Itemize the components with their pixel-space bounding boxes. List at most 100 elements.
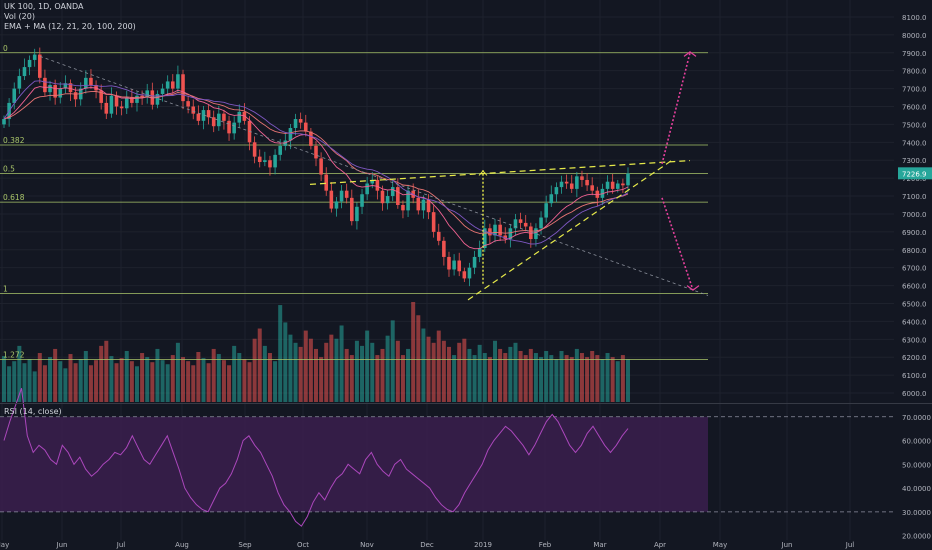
candle-body: [170, 81, 175, 89]
candle-body: [344, 190, 349, 198]
candle-body: [610, 181, 615, 189]
volume-indicator-label[interactable]: Vol (20): [4, 12, 35, 21]
candle-body: [605, 181, 610, 189]
time-tick-label: Jul: [116, 541, 126, 549]
candle-body: [621, 183, 625, 186]
volume-bar: [385, 335, 390, 402]
volume-bar: [626, 359, 630, 402]
volume-bar: [206, 363, 211, 402]
time-tick-label: Aug: [175, 541, 189, 549]
candle-body: [375, 179, 380, 191]
volume-bar: [380, 348, 385, 402]
candle-body: [314, 145, 318, 159]
volume-bar: [78, 359, 83, 402]
volume-bar: [493, 340, 498, 402]
volume-bar: [339, 325, 344, 402]
volume-bar: [58, 361, 63, 402]
price-tick-label: 7300.0: [902, 157, 927, 165]
candle-body: [191, 106, 196, 114]
ema-21-line: [3, 91, 629, 234]
candle-body: [355, 206, 359, 222]
fib-level-label: 1.272: [3, 350, 25, 359]
volume-bar: [216, 354, 221, 402]
candle-body: [421, 199, 426, 211]
time-tick-label: Jul: [845, 541, 855, 549]
candle-body: [252, 142, 257, 157]
candle-body: [350, 197, 354, 222]
volume-bar: [544, 350, 549, 402]
volume-bar: [344, 348, 349, 402]
volume-bar: [472, 355, 477, 402]
candle-body: [84, 77, 88, 89]
candle-body: [293, 119, 298, 128]
ema-12-line: [3, 86, 629, 250]
candle-body: [140, 95, 144, 98]
candle-body: [585, 179, 589, 186]
volume-bar: [533, 353, 538, 402]
volume-bar: [165, 364, 170, 402]
volume-bar: [48, 357, 53, 402]
volume-bar: [150, 362, 155, 402]
price-tick-label: 6300.0: [902, 336, 927, 344]
candle-body: [360, 194, 364, 207]
volume-bar: [539, 357, 544, 402]
volume-bar: [395, 340, 400, 402]
candle-body: [575, 176, 579, 189]
volume-bar: [503, 353, 508, 402]
volume-bar: [416, 315, 421, 402]
candle-body: [477, 247, 482, 257]
volume-bar: [436, 330, 441, 402]
volume-bar: [308, 338, 313, 402]
volume-bar: [431, 342, 436, 402]
price-tick-label: 7700.0: [902, 86, 927, 94]
candle-body: [590, 185, 594, 191]
ema-ma-indicator-label[interactable]: EMA + MA (12, 21, 20, 100, 200): [4, 22, 136, 31]
pane-divider[interactable]: [0, 403, 932, 404]
candle-body: [396, 187, 400, 205]
volume-bar: [124, 350, 129, 402]
candle-body: [17, 76, 22, 89]
fib-level-label: 0.382: [3, 136, 25, 145]
volume-bar: [119, 358, 124, 402]
volume-bar: [426, 336, 431, 402]
time-tick-label: Jun: [56, 541, 68, 549]
volume-bar: [273, 361, 278, 402]
candle-body: [38, 54, 42, 78]
candle-body: [32, 54, 37, 60]
rsi-indicator-label[interactable]: RSI (14, close): [4, 407, 62, 416]
candle-body: [288, 127, 293, 141]
volume-bar: [221, 360, 226, 402]
candle-body: [370, 179, 375, 184]
volume-bar: [329, 334, 334, 402]
price-tick-label: 6800.0: [902, 247, 927, 255]
rsi-tick-label: 40.0000: [902, 485, 931, 493]
volume-bar: [518, 350, 523, 402]
volume-bar: [574, 348, 579, 402]
volume-bar: [370, 342, 375, 402]
volume-bar: [559, 350, 564, 402]
candle-body: [303, 122, 308, 132]
candle-body: [482, 228, 487, 248]
volume-bar: [349, 355, 354, 402]
fib-level-label: 0.618: [3, 193, 25, 202]
volume-bar: [63, 368, 68, 402]
time-tick-label: Sep: [238, 541, 252, 549]
time-tick-label: Jun: [781, 541, 793, 549]
time-tick-label: Mar: [593, 541, 606, 549]
volume-bar: [487, 357, 492, 402]
candle-body: [457, 260, 462, 272]
candle-body: [217, 113, 221, 127]
price-tick-label: 8000.0: [902, 32, 927, 40]
volume-bar: [22, 363, 27, 402]
candle-body: [124, 97, 129, 109]
volume-bar: [42, 365, 47, 402]
volume-bar: [267, 353, 272, 402]
volume-bar: [590, 350, 595, 402]
price-tick-label: 7800.0: [902, 68, 927, 76]
last-price-label: 7226.9: [902, 170, 927, 178]
bearish-target-icon: [686, 285, 700, 291]
fib-level-label: 1: [3, 285, 8, 294]
measure-arrow-icon: [478, 170, 488, 176]
